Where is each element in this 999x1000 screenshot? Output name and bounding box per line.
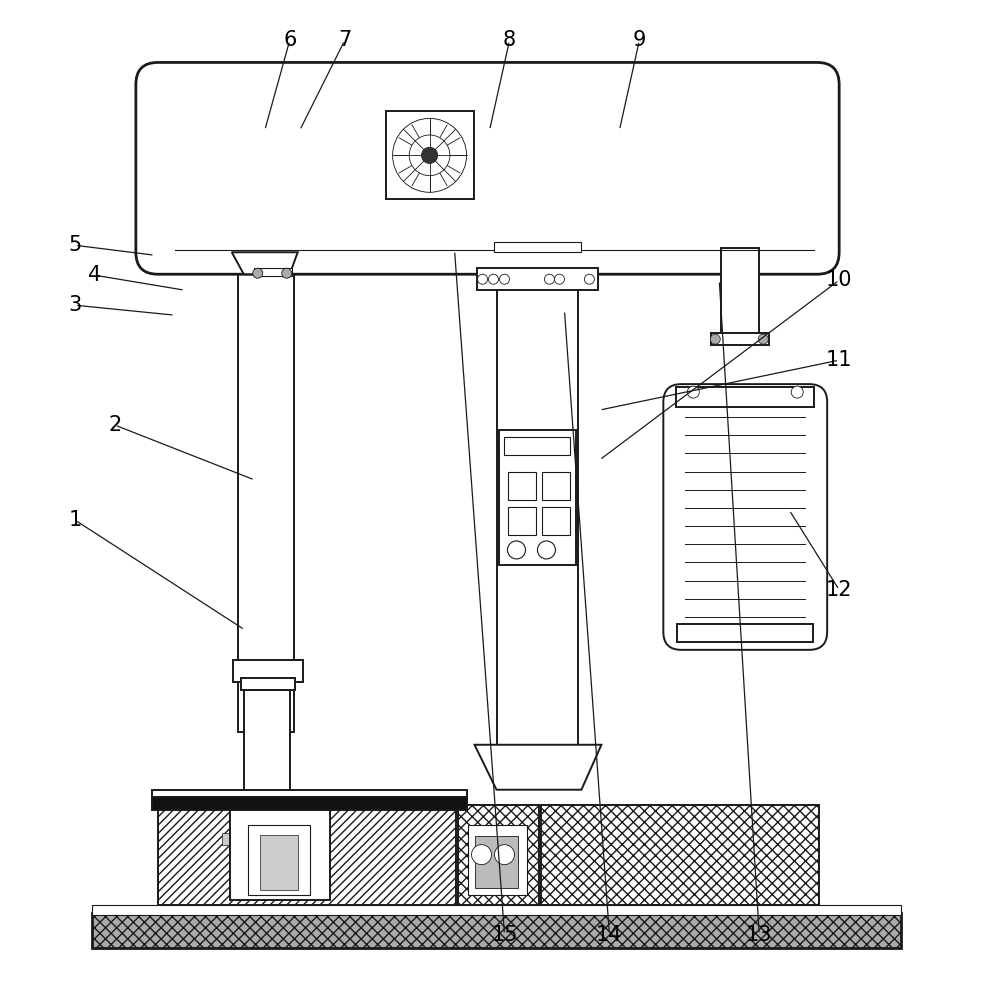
Text: 13: 13 — [746, 925, 772, 945]
Text: 6: 6 — [283, 30, 297, 50]
Bar — [260, 835, 298, 890]
Text: 8: 8 — [502, 30, 516, 50]
Bar — [248, 825, 310, 895]
Bar — [92, 913, 901, 948]
Bar — [222, 833, 232, 845]
Bar — [508, 472, 536, 500]
Bar — [542, 472, 570, 500]
Bar — [152, 797, 467, 810]
Circle shape — [253, 268, 263, 278]
Circle shape — [282, 268, 292, 278]
FancyBboxPatch shape — [663, 384, 827, 650]
Bar — [458, 805, 539, 905]
Bar — [318, 833, 328, 845]
Bar — [499, 430, 576, 565]
Circle shape — [478, 274, 488, 284]
Bar — [677, 624, 813, 642]
Circle shape — [710, 334, 720, 344]
Bar — [238, 833, 248, 845]
Text: 7: 7 — [338, 30, 352, 50]
Bar — [477, 268, 598, 290]
Bar — [542, 507, 570, 535]
Circle shape — [537, 541, 555, 559]
Bar — [497, 247, 578, 745]
FancyBboxPatch shape — [136, 62, 839, 274]
Circle shape — [472, 845, 492, 865]
Polygon shape — [475, 745, 601, 790]
Bar — [508, 507, 536, 535]
Bar — [158, 805, 456, 905]
Bar — [241, 678, 295, 690]
Text: 3: 3 — [68, 295, 82, 315]
Circle shape — [500, 274, 509, 284]
Text: 9: 9 — [632, 30, 646, 50]
Bar — [92, 905, 901, 915]
Text: 14: 14 — [596, 925, 622, 945]
Circle shape — [554, 274, 564, 284]
Bar — [504, 437, 570, 455]
Circle shape — [393, 118, 467, 192]
Bar — [152, 790, 467, 800]
Text: 4: 4 — [88, 265, 102, 285]
Bar — [302, 833, 312, 845]
Bar — [711, 333, 769, 345]
Text: 10: 10 — [826, 270, 852, 290]
Bar — [244, 690, 290, 830]
Bar — [676, 387, 814, 407]
Bar — [218, 827, 328, 845]
Circle shape — [584, 274, 594, 284]
Bar — [386, 111, 474, 199]
Text: 2: 2 — [108, 415, 122, 435]
Bar — [233, 660, 303, 682]
Bar — [721, 248, 759, 340]
Text: 12: 12 — [826, 580, 852, 600]
Bar — [254, 268, 292, 276]
Circle shape — [507, 541, 525, 559]
Circle shape — [544, 274, 554, 284]
Circle shape — [687, 386, 699, 398]
Circle shape — [410, 135, 450, 176]
Bar — [238, 252, 294, 732]
Circle shape — [489, 274, 499, 284]
Polygon shape — [232, 252, 298, 274]
Bar — [270, 833, 280, 845]
Bar — [230, 810, 330, 900]
Bar — [541, 805, 819, 905]
Bar — [475, 836, 518, 888]
Bar — [494, 242, 581, 252]
Text: 11: 11 — [826, 350, 852, 370]
Circle shape — [495, 845, 514, 865]
Bar — [286, 833, 296, 845]
Text: 1: 1 — [68, 510, 82, 530]
Text: 15: 15 — [492, 925, 517, 945]
Circle shape — [422, 147, 438, 163]
Circle shape — [791, 386, 803, 398]
Circle shape — [758, 334, 768, 344]
Text: 5: 5 — [68, 235, 82, 255]
Bar — [254, 833, 264, 845]
Bar — [468, 825, 527, 895]
